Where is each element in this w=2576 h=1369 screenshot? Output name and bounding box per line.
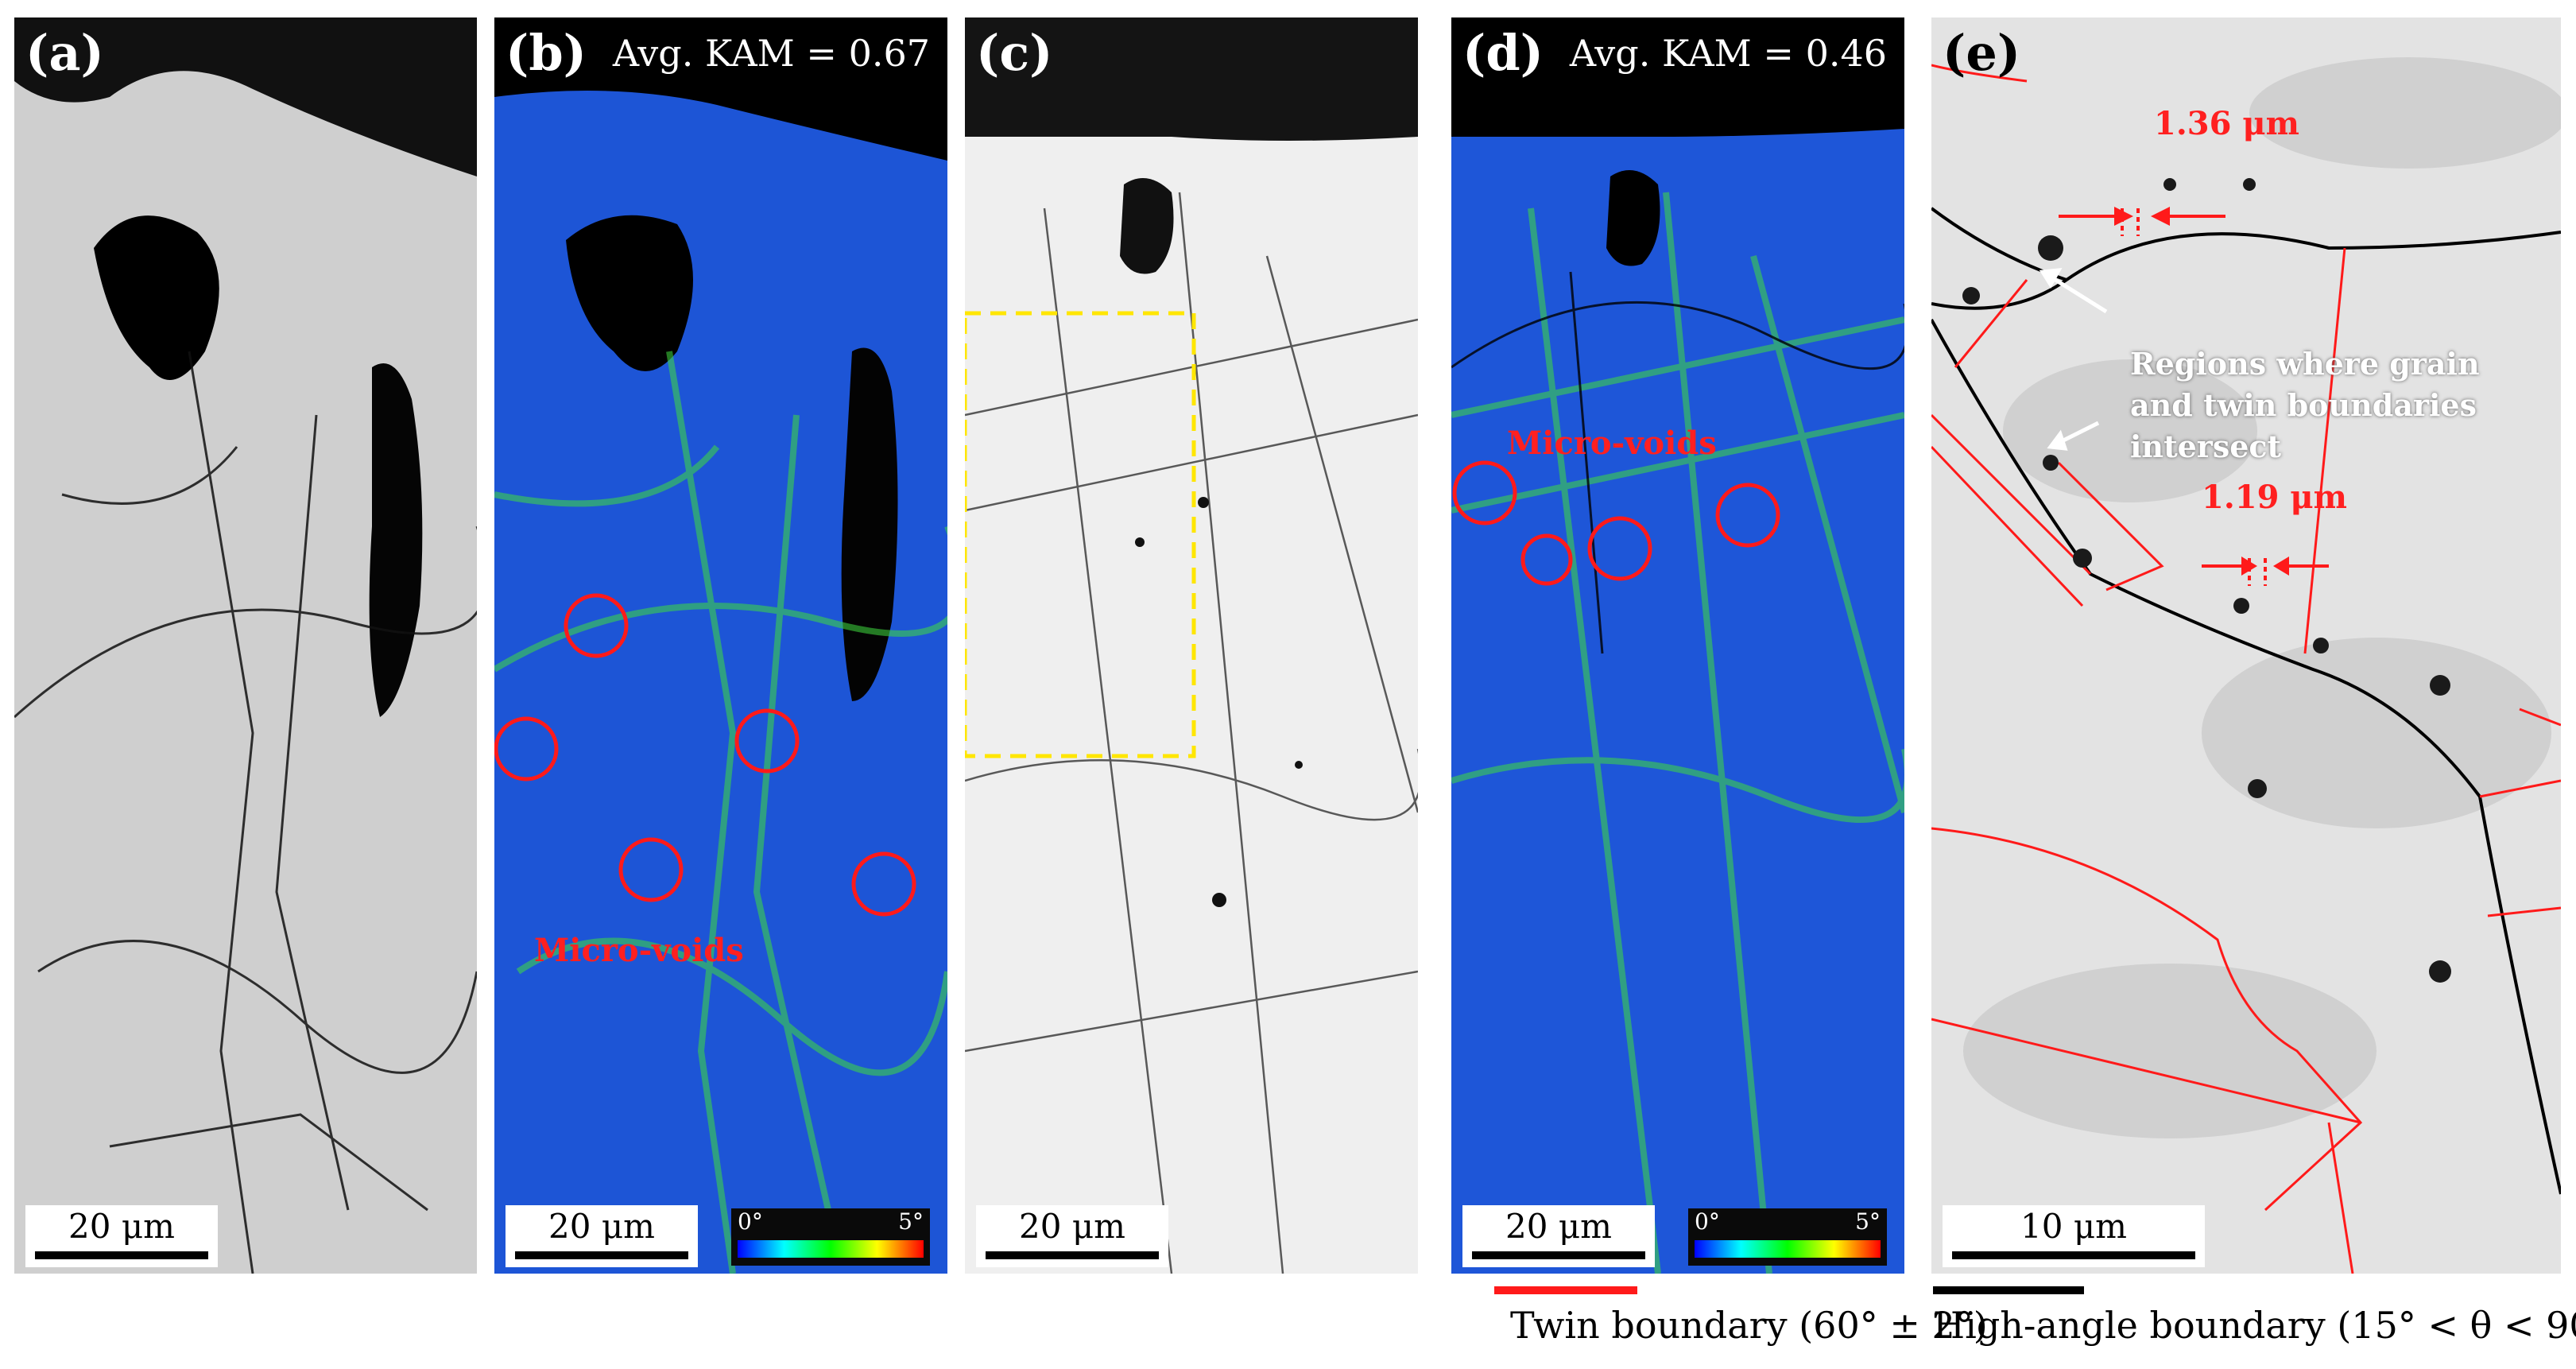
- micrograph-a: [14, 17, 477, 1274]
- scale-bar-b: 20 μm: [506, 1205, 698, 1267]
- kam-map-d: [1451, 17, 1904, 1274]
- scale-bar-line-a: [35, 1251, 208, 1259]
- scale-bar-line-e: [1952, 1251, 2195, 1259]
- legend-twin: Twin boundary (60° ± 2°): [1494, 1280, 1988, 1367]
- colorbar-min-d: 0°: [1695, 1208, 1720, 1235]
- grain-size-measure-1: 1.36 μm: [2154, 105, 2299, 142]
- colorbar-max-d: 5°: [1855, 1208, 1881, 1235]
- kam-map-b: [494, 17, 947, 1274]
- scale-bar-label-d: 20 μm: [1505, 1207, 1612, 1246]
- micrograph-c: [965, 17, 1418, 1274]
- micro-voids-label-d: Micro-voids: [1507, 425, 1717, 462]
- micro-voids-label-b: Micro-voids: [534, 932, 744, 969]
- panel-c: (c) 20 μm: [965, 17, 1418, 1274]
- panel-e: (e) 1.36 μm 1.19 μm Regions where grain …: [1931, 17, 2561, 1274]
- panel-label-b: (b): [506, 24, 587, 82]
- avg-kam-b: Avg. KAM = 0.67: [612, 32, 930, 75]
- panel-d: (d) Avg. KAM = 0.46 Micro-voids 20 μm 0°…: [1451, 17, 1904, 1274]
- scale-bar-line-b: [515, 1251, 688, 1259]
- kam-colorbar-b: 0° 5°: [731, 1208, 930, 1266]
- panel-b: (b) Avg. KAM = 0.67 Micro-voids 20 μm 0°…: [494, 17, 947, 1274]
- scale-bar-e: 10 μm: [1943, 1205, 2205, 1267]
- legend-high-angle: High-angle boundary (15° < θ < 90°): [1933, 1280, 2576, 1367]
- scale-bar-d: 20 μm: [1462, 1205, 1655, 1267]
- micrograph-e: [1931, 17, 2561, 1274]
- scale-bar-line-d: [1472, 1251, 1645, 1259]
- scale-bar-label-e: 10 μm: [2020, 1207, 2127, 1246]
- high-angle-boundary-label: High-angle boundary (15° < θ < 90°): [1933, 1304, 2576, 1347]
- panel-label-e: (e): [1943, 24, 2021, 82]
- panel-label-d: (d): [1462, 24, 1544, 82]
- scale-bar-label-b: 20 μm: [548, 1207, 655, 1246]
- colorbar-max-b: 5°: [898, 1208, 924, 1235]
- grain-size-measure-2: 1.19 μm: [2202, 479, 2347, 516]
- panel-label-a: (a): [25, 24, 104, 82]
- colorbar-min-b: 0°: [738, 1208, 763, 1235]
- avg-kam-d: Avg. KAM = 0.46: [1569, 32, 1887, 75]
- kam-colorbar-d: 0° 5°: [1688, 1208, 1887, 1266]
- scale-bar-label-c: 20 μm: [1019, 1207, 1125, 1246]
- twin-boundary-label: Twin boundary (60° ± 2°): [1510, 1304, 1988, 1347]
- scale-bar-a: 20 μm: [25, 1205, 218, 1267]
- scale-bar-line-c: [986, 1251, 1159, 1259]
- scale-bar-label-a: 20 μm: [68, 1207, 175, 1246]
- scale-bar-c: 20 μm: [976, 1205, 1168, 1267]
- colorbar-gradient-d: [1695, 1240, 1881, 1258]
- high-angle-boundary-swatch: [1933, 1286, 2084, 1294]
- panel-a: (a) 20 μm: [14, 17, 477, 1274]
- twin-boundary-swatch: [1494, 1286, 1637, 1294]
- panel-label-c: (c): [976, 24, 1053, 82]
- colorbar-gradient-b: [738, 1240, 924, 1258]
- intersection-note: Regions where grain and twin boundaries …: [2130, 346, 2480, 464]
